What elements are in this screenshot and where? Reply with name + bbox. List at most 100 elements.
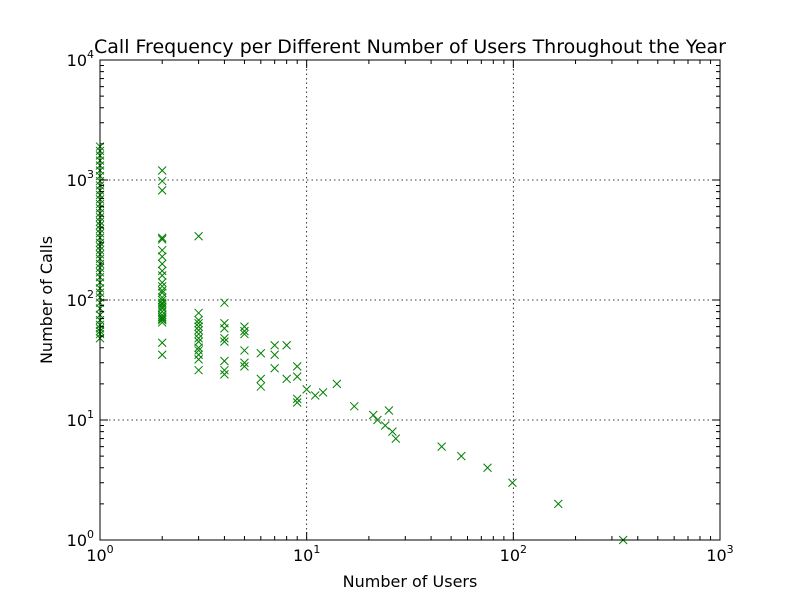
data-point — [256, 382, 266, 391]
data-point — [157, 185, 167, 195]
data-point — [292, 394, 302, 404]
data-point — [220, 298, 229, 308]
data-point — [194, 365, 203, 375]
data-points — [95, 142, 628, 545]
data-point — [220, 370, 229, 379]
data-point — [157, 278, 167, 287]
data-point — [292, 398, 302, 407]
data-point — [270, 350, 280, 360]
data-point — [157, 286, 167, 295]
data-point — [240, 361, 249, 371]
y-tick-base: 10 — [67, 51, 87, 70]
y-tick-base: 10 — [67, 291, 87, 310]
y-tick-exp: 1 — [87, 408, 94, 421]
chart-title: Call Frequency per Different Number of U… — [94, 36, 726, 58]
data-point — [157, 266, 167, 276]
data-point — [157, 259, 167, 269]
y-tick-base: 10 — [67, 531, 87, 550]
data-point — [194, 346, 203, 355]
data-point — [270, 363, 280, 373]
data-point — [157, 315, 167, 325]
data-point — [194, 231, 203, 241]
data-point — [508, 478, 517, 488]
y-tick-label: 101 — [67, 408, 94, 430]
data-point — [157, 304, 167, 313]
data-point — [220, 356, 229, 366]
data-point — [282, 340, 291, 350]
data-point — [256, 374, 266, 384]
data-point — [157, 235, 167, 244]
grid-lines — [100, 60, 720, 540]
data-point — [157, 299, 167, 309]
data-point — [194, 333, 203, 343]
data-point — [310, 391, 320, 400]
y-tick-label: 104 — [67, 48, 94, 70]
data-point — [194, 329, 203, 339]
data-point — [553, 499, 563, 509]
x-tick-labels: 100 101 102 103 — [86, 543, 733, 565]
data-point — [220, 333, 229, 343]
data-point — [240, 322, 249, 331]
data-point — [388, 427, 397, 436]
x-tick-exp: 1 — [313, 543, 320, 556]
y-tick-label: 103 — [67, 168, 94, 190]
data-point — [256, 348, 266, 358]
data-point — [157, 314, 167, 323]
x-axis-label: Number of Users — [343, 572, 478, 591]
data-point — [194, 322, 203, 331]
data-point — [220, 365, 229, 375]
data-point — [292, 361, 302, 371]
x-tick-base: 10 — [293, 546, 313, 565]
y-tick-exp: 2 — [87, 288, 94, 301]
data-point — [391, 434, 401, 443]
data-point — [240, 326, 249, 336]
data-point — [220, 324, 229, 333]
y-tick-label: 100 — [67, 528, 94, 550]
data-point — [157, 245, 167, 255]
data-point — [240, 358, 249, 368]
y-axis-label: Number of Calls — [37, 236, 56, 364]
data-point — [157, 233, 167, 243]
data-point — [157, 350, 167, 360]
x-tick-exp: 0 — [107, 543, 114, 556]
y-tick-exp: 4 — [87, 48, 94, 61]
data-point — [157, 318, 167, 327]
data-point — [194, 325, 203, 335]
x-tick-label: 103 — [706, 543, 733, 565]
data-point — [157, 271, 167, 280]
data-point — [332, 379, 342, 389]
x-tick-base: 10 — [706, 546, 726, 565]
data-point — [194, 350, 203, 360]
y-tick-exp: 3 — [87, 168, 94, 181]
data-point — [318, 387, 328, 397]
data-point — [292, 372, 302, 381]
data-point — [194, 355, 203, 364]
data-point — [437, 442, 447, 451]
x-tick-exp: 3 — [727, 543, 734, 556]
data-point — [240, 346, 249, 355]
x-tick-exp: 2 — [520, 543, 527, 556]
data-point — [194, 315, 203, 325]
y-tick-label: 102 — [67, 288, 94, 310]
data-point — [483, 463, 492, 473]
data-point — [373, 415, 382, 425]
data-point — [240, 329, 249, 339]
y-tick-exp: 0 — [87, 528, 94, 541]
data-point — [282, 374, 291, 384]
x-tick-label: 101 — [293, 543, 320, 565]
y-tick-base: 10 — [67, 171, 87, 190]
data-point — [157, 252, 167, 261]
x-tick-label: 100 — [86, 543, 113, 565]
data-point — [270, 340, 280, 350]
data-point — [157, 176, 167, 186]
x-tick-base: 10 — [500, 546, 520, 565]
data-point — [456, 451, 466, 461]
data-point — [194, 337, 203, 346]
data-point — [194, 308, 203, 318]
data-point — [157, 295, 167, 305]
y-tick-base: 10 — [67, 411, 87, 430]
data-point — [157, 281, 167, 291]
data-point — [194, 343, 203, 353]
